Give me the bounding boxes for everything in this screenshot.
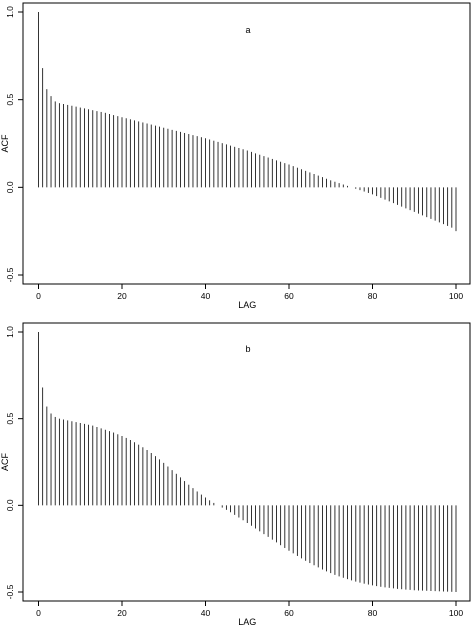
x-axis-title: LAG: [238, 300, 256, 310]
panel-label-a: a: [245, 25, 250, 35]
x-tick-label: 0: [36, 291, 41, 301]
y-axis-title: ACF: [0, 452, 10, 471]
x-tick-label: 0: [36, 608, 41, 618]
x-tick-label: 100: [449, 608, 463, 618]
x-tick-label: 20: [117, 291, 127, 301]
plot-frame: [22, 322, 471, 602]
y-tick-label: -0.5: [5, 584, 15, 599]
y-tick-label: 0.5: [5, 93, 15, 105]
y-tick-label: 0.0: [5, 181, 15, 193]
x-tick-label: 40: [201, 291, 211, 301]
x-tick-label: 20: [117, 608, 127, 618]
y-tick-label: 1.0: [5, 326, 15, 338]
acf-bars: [38, 332, 457, 592]
x-axis-title: LAG: [238, 617, 256, 627]
x-tick-label: 100: [449, 291, 463, 301]
acf-bars: [38, 12, 457, 232]
x-tick-label: 60: [284, 608, 294, 618]
panel-label-b: b: [245, 344, 250, 354]
x-tick-label: 40: [201, 608, 211, 618]
y-tick-label: 0.5: [5, 412, 15, 424]
y-tick-label: 0.0: [5, 499, 15, 511]
x-tick-label: 60: [284, 291, 294, 301]
x-tick-label: 80: [368, 608, 378, 618]
acf-chart-a: 0 20 40 60 80 100 -0.5 0.0 0.5 1.0 LAG ACF a: [0, 2, 471, 310]
y-tick-label: 1.0: [5, 6, 15, 18]
x-tick-label: 80: [368, 291, 378, 301]
y-tick-label: -0.5: [5, 267, 15, 282]
y-axis-title: ACF: [0, 134, 10, 153]
acf-chart-b: 0 20 40 60 80 100 -0.5 0.0 0.5 1.0 LAG ACF b: [0, 322, 471, 627]
plot-frame: [22, 2, 471, 285]
